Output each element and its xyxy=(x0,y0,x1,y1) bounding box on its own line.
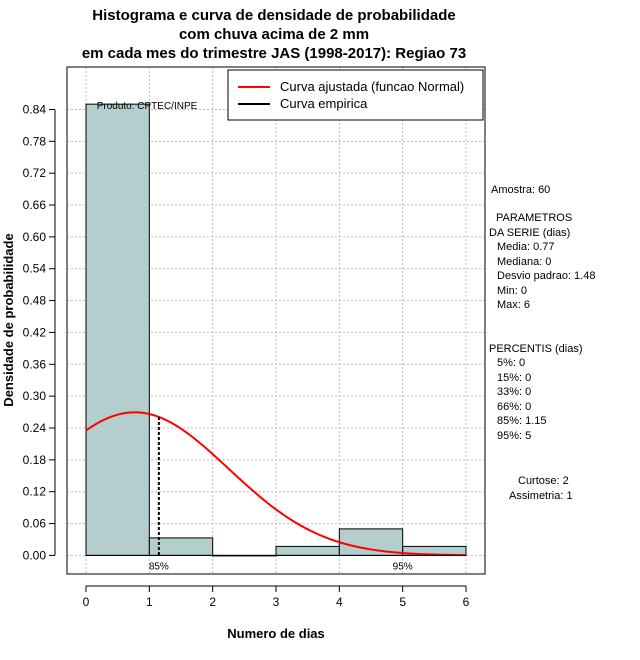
product-annotation: Produto: CPTEC/INPE xyxy=(97,101,198,112)
y-tick-label: 0.18 xyxy=(23,453,47,467)
y-tick-label: 0.66 xyxy=(23,198,47,212)
legend-label-empirical: Curva empirica xyxy=(280,96,368,111)
y-tick-label: 0.54 xyxy=(23,262,47,276)
y-tick-label: 0.42 xyxy=(23,325,47,339)
y-tick-label: 0.48 xyxy=(23,294,47,308)
stat-parametros-title-2: DA SERIE (dias) xyxy=(489,227,570,239)
stat-min: Min: 0 xyxy=(497,285,527,297)
stat-desvio: Desvio padrao: 1.48 xyxy=(497,270,595,282)
stat-p95: 95%: 5 xyxy=(497,430,531,442)
y-tick-label: 0.36 xyxy=(23,357,47,371)
y-tick-label: 0.30 xyxy=(23,389,47,403)
stat-percentis-title: PERCENTIS (dias) xyxy=(489,343,583,355)
y-tick-label: 0.00 xyxy=(23,548,47,562)
legend-label-normal: Curva ajustada (funcao Normal) xyxy=(280,79,464,94)
axes: 0 1 2 3 4 5 6 0.00 0.06 0.12 0.18 0.24 0.30 0.36 0.42 0… xyxy=(23,102,470,609)
y-tick-label: 0.06 xyxy=(23,517,47,531)
y-axis-label: Densidade de probabilidade xyxy=(1,233,16,406)
y-tick-label: 0.12 xyxy=(23,485,47,499)
y-tick-label: 0.72 xyxy=(23,166,47,180)
stat-p33: 33%: 0 xyxy=(497,386,531,398)
x-axis-label: Numero de dias xyxy=(227,626,325,641)
stat-p66: 66%: 0 xyxy=(497,401,531,413)
percentile-markers: 85% 95% xyxy=(149,416,413,572)
y-tick-label: 0.60 xyxy=(23,230,47,244)
y-tick-label: 0.24 xyxy=(23,421,47,435)
chart-title-line-2: com chuva acima de 2 mm xyxy=(179,26,369,43)
stat-parametros-title-1: PARAMETROS xyxy=(496,212,572,224)
stat-curtose: Curtose: 2 xyxy=(518,475,569,487)
plot-frame xyxy=(66,66,486,575)
histogram-bars xyxy=(85,103,467,557)
stat-p15: 15%: 0 xyxy=(497,372,531,384)
stat-max: Max: 6 xyxy=(497,299,530,311)
x-tick-label: 0 xyxy=(83,595,90,609)
x-tick-label: 1 xyxy=(146,595,153,609)
curves xyxy=(85,411,467,557)
stat-p85: 85%: 1.15 xyxy=(497,415,547,427)
stat-amostra: Amostra: 60 xyxy=(491,184,550,196)
chart-title-line-3: em cada mes do trimestre JAS (1998-2017)… xyxy=(82,45,466,62)
stat-assimetria: Assimetria: 1 xyxy=(509,490,573,502)
chart-title-line-1: Histograma e curva de densidade de proba… xyxy=(92,7,455,24)
histogram-bar xyxy=(275,545,340,556)
stat-media: Media: 0.77 xyxy=(497,241,554,253)
percentile-label: 85% xyxy=(149,561,169,572)
x-tick-label: 5 xyxy=(399,595,406,609)
percentile-label: 95% xyxy=(393,561,413,572)
x-tick-label: 4 xyxy=(336,595,343,609)
stat-p5: 5%: 0 xyxy=(497,357,525,369)
y-tick-label: 0.78 xyxy=(23,134,47,148)
statistics-panel: Amostra: 60 PARAMETROS DA SERIE (dias) M… xyxy=(489,184,595,502)
x-tick-label: 6 xyxy=(463,595,470,609)
stat-mediana: Mediana: 0 xyxy=(497,256,551,268)
histogram-bar xyxy=(85,103,150,556)
legend-box xyxy=(227,69,484,121)
normal-curve-line xyxy=(85,411,467,557)
legend: Curva ajustada (funcao Normal) Curva emp… xyxy=(227,69,484,121)
x-tick-label: 2 xyxy=(209,595,216,609)
x-tick-label: 3 xyxy=(273,595,280,609)
y-tick-label: 0.84 xyxy=(23,102,47,116)
